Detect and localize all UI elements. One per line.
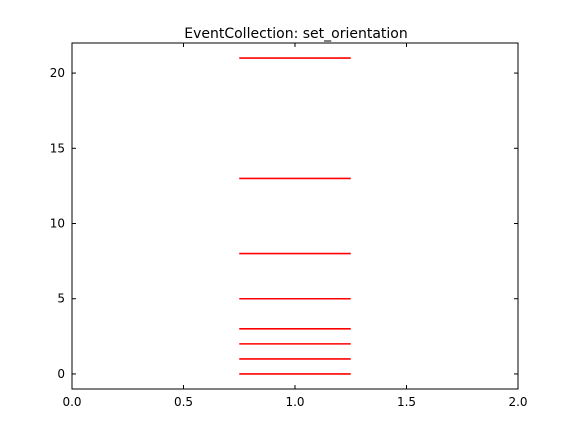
x-tick-label: 0.0 (62, 395, 81, 409)
x-tick-label: 0.5 (174, 395, 193, 409)
x-tick-label: 1.5 (397, 395, 416, 409)
x-tick-label: 2.0 (508, 395, 527, 409)
y-tick-label: 15 (50, 141, 65, 155)
y-axis: 0 5 10 15 20 (50, 66, 518, 381)
x-tick-label: 1.0 (285, 395, 304, 409)
x-axis: 0.0 0.5 1.0 1.5 2.0 (62, 43, 528, 409)
plot-area (71, 42, 519, 390)
y-tick-label: 0 (57, 367, 65, 381)
chart-title: EventCollection: set_orientation (184, 26, 408, 42)
event-lines (239, 57, 351, 375)
y-tick-label: 20 (50, 66, 65, 80)
y-tick-label: 5 (57, 292, 65, 306)
plot-frame (71, 42, 519, 390)
y-tick-label: 10 (50, 217, 65, 231)
